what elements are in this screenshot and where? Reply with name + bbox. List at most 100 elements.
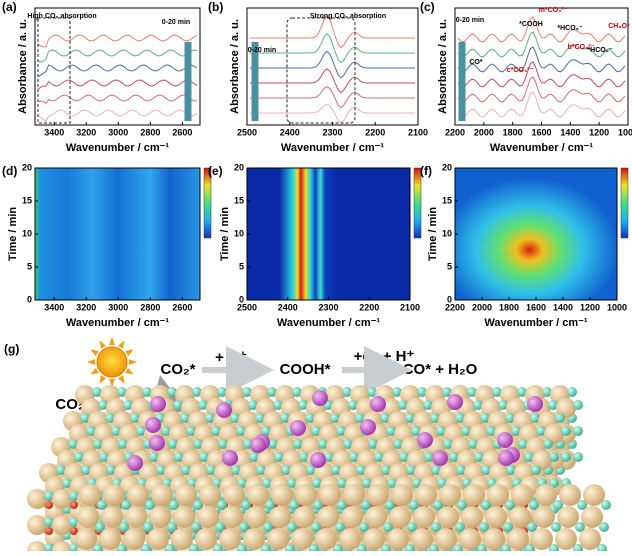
- adsorbed-molecule: [447, 394, 463, 410]
- atom: [206, 465, 216, 475]
- atom: [449, 452, 459, 462]
- atom: [315, 528, 337, 550]
- atom: [280, 413, 290, 423]
- atom: [255, 413, 265, 423]
- atom: [171, 528, 193, 550]
- spectrum-curve: [250, 15, 415, 49]
- atom: [317, 506, 339, 528]
- atom: [330, 413, 340, 423]
- x-tick-label: 2000: [474, 127, 494, 137]
- sun-icon: [87, 337, 137, 387]
- spectrum-curve: [457, 76, 626, 103]
- atom: [374, 452, 384, 462]
- y-tick-label: 15: [442, 195, 452, 205]
- atom: [180, 413, 190, 423]
- atom: [492, 387, 502, 397]
- atom: [456, 465, 466, 475]
- atom: [411, 528, 433, 550]
- atom: [431, 522, 441, 532]
- x-tick-label: 1200: [589, 127, 609, 137]
- annotation: *COOH: [519, 21, 543, 28]
- atom: [44, 491, 54, 501]
- y-tick-label: 0: [27, 294, 32, 304]
- atom: [291, 528, 313, 550]
- atom: [52, 515, 72, 535]
- colorbar: [203, 167, 212, 239]
- panel-label: (f): [420, 164, 432, 178]
- atom: [167, 522, 177, 532]
- x-axis-label: Wavenumber / cm⁻¹: [281, 142, 385, 154]
- atom: [287, 522, 297, 532]
- sun-ray: [129, 359, 137, 365]
- atom: [393, 439, 403, 449]
- atom: [509, 506, 531, 528]
- atom: [455, 413, 465, 423]
- atom: [361, 500, 371, 510]
- x-tick-label: 2800: [140, 127, 160, 137]
- atom: [123, 528, 145, 550]
- atom: [243, 528, 265, 550]
- atom: [236, 426, 246, 436]
- annotation: 0-20 min: [456, 17, 484, 24]
- atom: [331, 465, 341, 475]
- atom: [45, 527, 53, 535]
- spectrum-curve: [37, 49, 198, 63]
- spectrum-curve: [457, 46, 626, 73]
- atom: [268, 439, 278, 449]
- atom: [161, 426, 171, 436]
- atom: [192, 387, 202, 397]
- x-tick-label: 2600: [172, 127, 192, 137]
- spectrum-curve: [250, 103, 415, 124]
- annotation: m*CO₃²⁻: [539, 7, 568, 14]
- annotation: Strong CO₂ absorption: [310, 13, 386, 20]
- atom: [169, 500, 179, 510]
- sun-ray: [90, 349, 99, 357]
- atom: [106, 465, 116, 475]
- atom: [483, 528, 505, 550]
- atom: [318, 439, 328, 449]
- x-tick-label: 2100: [408, 127, 428, 137]
- sun-ray: [90, 367, 99, 375]
- atom: [389, 506, 411, 528]
- highlight-box: [37, 17, 71, 124]
- y-tick-label: 20: [22, 162, 32, 172]
- atom: [256, 465, 266, 475]
- atom: [567, 387, 577, 397]
- atom: [435, 528, 457, 550]
- atom: [117, 387, 127, 397]
- atom: [93, 439, 103, 449]
- atom: [298, 400, 308, 410]
- reaction-step: + H⁺: [215, 349, 247, 366]
- atom: [455, 522, 465, 532]
- atom: [433, 500, 443, 510]
- adsorbed-molecule: [498, 450, 514, 466]
- atom: [311, 522, 321, 532]
- x-tick-label: 3200: [76, 302, 96, 312]
- atom: [391, 484, 413, 506]
- atom: [430, 413, 440, 423]
- atom: [305, 413, 315, 423]
- atom: [56, 465, 66, 475]
- atom: [443, 439, 453, 449]
- spectrum-curve: [250, 86, 415, 109]
- x-tick-label: 1000: [607, 302, 627, 312]
- sun-ray: [87, 359, 95, 365]
- atom: [221, 506, 243, 528]
- atom: [535, 484, 557, 506]
- spectrum-curve: [457, 61, 626, 88]
- atom: [398, 400, 408, 410]
- atom: [548, 400, 558, 410]
- sun-ray: [117, 340, 125, 349]
- atom: [191, 522, 201, 532]
- adsorbed-molecule: [216, 402, 232, 418]
- atom: [481, 465, 491, 475]
- annotation: b*CO₃²⁻: [568, 44, 595, 51]
- atom: [555, 413, 565, 423]
- adsorbed-molecule: [370, 396, 386, 412]
- x-tick-label: 1600: [531, 127, 551, 137]
- atom: [156, 465, 166, 475]
- x-tick-label: 3200: [76, 127, 96, 137]
- atom: [367, 484, 389, 506]
- atom: [335, 522, 345, 532]
- atom: [601, 500, 611, 510]
